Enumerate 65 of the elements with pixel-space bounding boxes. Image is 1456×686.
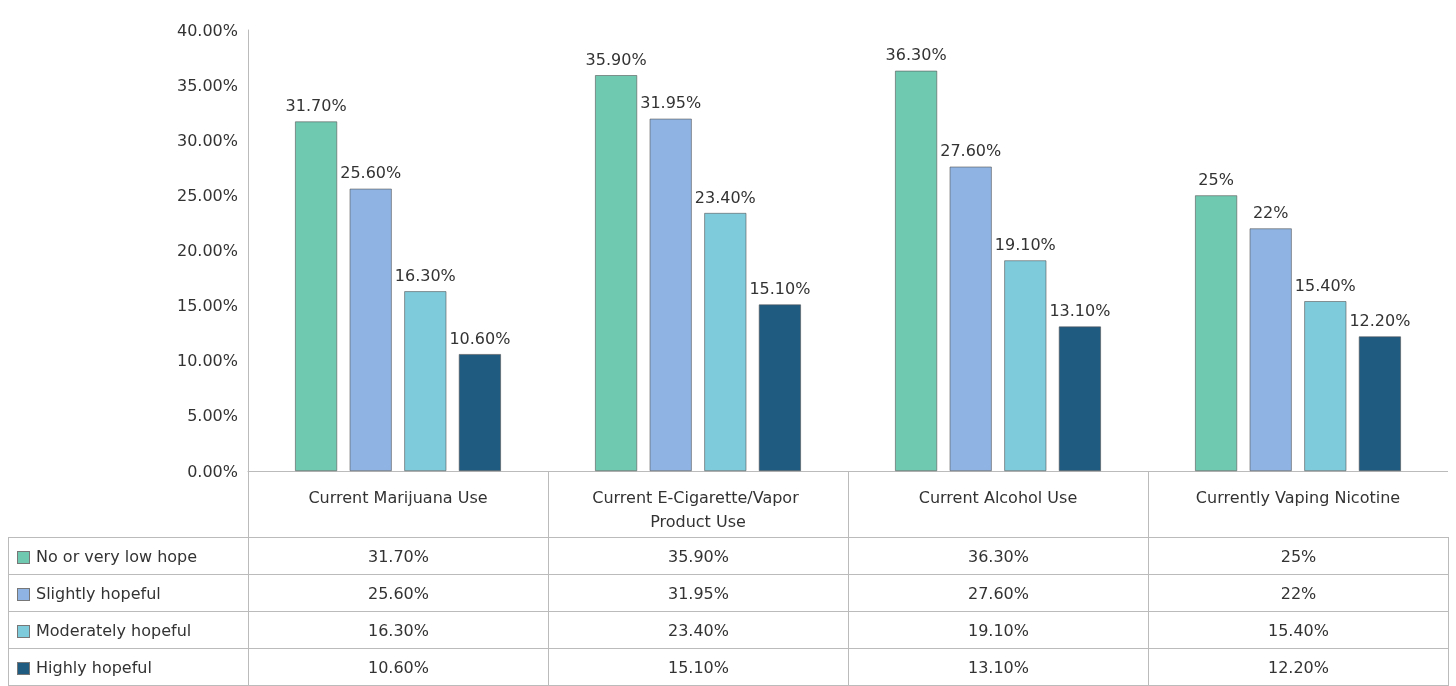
legend-label: Highly hopeful bbox=[36, 657, 152, 677]
y-tick-label: 20.00% bbox=[176, 241, 238, 260]
bar bbox=[1304, 301, 1347, 471]
y-tick-label: 15.00% bbox=[176, 296, 238, 316]
y-tick-label: 0.00% bbox=[187, 461, 238, 481]
bar bbox=[1249, 228, 1292, 471]
text: 25.60% bbox=[340, 163, 402, 183]
data-label: 22% bbox=[1148, 574, 1449, 612]
bar bbox=[349, 188, 392, 471]
x-tick-label: Current Alcohol Use bbox=[918, 487, 1078, 507]
bar bbox=[1195, 195, 1238, 471]
text: 22% bbox=[1252, 202, 1289, 222]
text: 15.40% bbox=[1294, 275, 1356, 295]
text: 27.60% bbox=[940, 141, 1002, 161]
y-tick-label: 25.00% bbox=[176, 185, 238, 205]
legend-label: Moderately hopeful bbox=[36, 620, 192, 640]
data-label: 13.10% bbox=[848, 648, 1149, 686]
data-label: 23.40% bbox=[548, 611, 849, 649]
text: 36.30% bbox=[885, 45, 947, 65]
data-label: 10.60% bbox=[248, 648, 549, 686]
bar bbox=[1358, 336, 1401, 471]
x-tick-label: Current E-Cigarette/Vapor Product Use bbox=[592, 487, 804, 531]
text: 31.95% bbox=[640, 93, 702, 113]
text: 25% bbox=[1198, 169, 1234, 189]
text: 31.70% bbox=[285, 96, 347, 116]
y-tick-label: 10.00% bbox=[176, 351, 238, 371]
data-label: 15.10% bbox=[548, 648, 849, 686]
text: 19.10% bbox=[994, 234, 1056, 254]
x-tick-label: Currently Vaping Nicotine bbox=[1195, 487, 1401, 507]
data-label: 35.90% bbox=[548, 537, 849, 575]
text: 15.10% bbox=[749, 279, 811, 299]
text: 10.60% bbox=[449, 328, 511, 348]
data-label: 12.20% bbox=[1148, 648, 1449, 686]
text: 16.30% bbox=[394, 265, 456, 285]
bar bbox=[949, 166, 992, 471]
legend-label: No or very low hope bbox=[36, 546, 198, 566]
data-label: 25% bbox=[1148, 537, 1449, 575]
data-label: 19.10% bbox=[848, 611, 1149, 649]
bar bbox=[295, 121, 338, 471]
data-label: 15.40% bbox=[1148, 611, 1449, 649]
data-label: 31.95% bbox=[548, 574, 849, 612]
y-tick-label: 40.00% bbox=[176, 20, 238, 40]
data-label: 25.60% bbox=[248, 574, 549, 612]
y-tick-label: 35.00% bbox=[176, 75, 238, 95]
bar bbox=[704, 213, 747, 471]
legend-label: Slightly hopeful bbox=[36, 583, 161, 603]
x-tick-label: Current Marijuana Use bbox=[308, 487, 488, 507]
bar bbox=[1058, 326, 1101, 471]
text: 13.10% bbox=[1049, 301, 1111, 321]
bar bbox=[1004, 260, 1047, 471]
data-label: 27.60% bbox=[848, 574, 1149, 612]
data-label: 16.30% bbox=[248, 611, 549, 649]
data-label: 36.30% bbox=[848, 537, 1149, 575]
bar bbox=[649, 118, 692, 471]
text: 35.90% bbox=[585, 49, 647, 69]
bar bbox=[895, 70, 938, 471]
bar bbox=[404, 291, 447, 471]
bar bbox=[758, 304, 801, 471]
text: 12.20% bbox=[1349, 310, 1411, 330]
bar bbox=[595, 75, 638, 471]
text: 23.40% bbox=[694, 187, 756, 207]
data-label: 31.70% bbox=[248, 537, 549, 575]
y-tick-label: 30.00% bbox=[176, 130, 238, 150]
y-tick-label: 5.00% bbox=[187, 406, 238, 426]
bar bbox=[458, 354, 501, 471]
